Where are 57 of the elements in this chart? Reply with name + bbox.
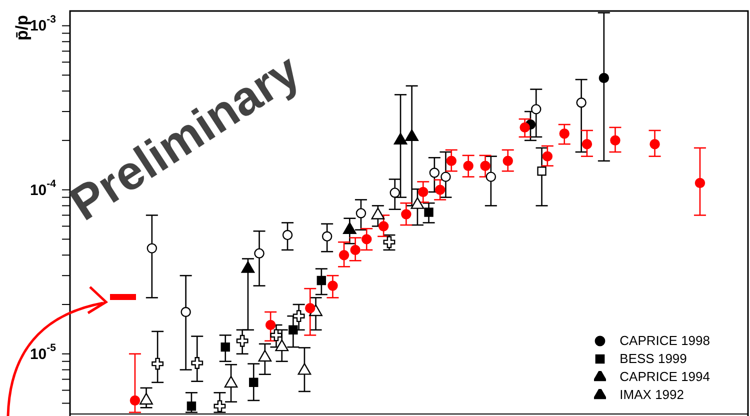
point [424,208,434,217]
point [650,138,660,150]
point [191,357,204,369]
y-axis-title: p̄/p [12,15,32,40]
point [610,135,620,146]
point [180,306,191,318]
point [463,160,474,171]
point [598,72,610,84]
point [582,138,592,150]
point [214,400,226,412]
point [328,280,338,291]
point [288,325,298,334]
point [265,320,276,330]
point [152,358,164,370]
legend-label: BESS 1999 [620,351,687,366]
point [502,156,513,166]
point [434,184,446,195]
point [440,172,451,182]
point [338,250,350,260]
point [480,160,490,171]
point [249,378,258,387]
y-tick-label: 10$^{-4}$ [30,178,56,198]
point [559,128,570,139]
y-tick-label: 10$^{-3}$ [30,14,56,34]
point [531,104,542,114]
point [270,329,282,342]
point [282,230,293,240]
point [220,342,230,352]
point [292,310,305,322]
y-tick-label: 10$^{-5}$ [30,342,56,362]
point [694,178,706,188]
point [322,231,332,242]
point [537,166,546,176]
point [362,234,372,244]
legend-label: IMAX 1992 [620,387,684,402]
point [305,303,316,314]
point [390,188,400,198]
point [236,334,248,347]
point [486,172,496,182]
legend-label: CAPRICE 1994 [620,369,710,384]
point [446,156,456,166]
point [146,243,158,254]
point [429,168,440,178]
point [186,402,196,411]
point [418,186,428,198]
point [378,221,389,232]
point [383,236,396,248]
point [542,151,553,162]
point [356,208,366,218]
point [350,244,360,256]
point [316,276,326,286]
point [130,395,140,406]
point [401,209,412,220]
point [576,98,586,108]
point [254,248,264,258]
legend-label: CAPRICE 1998 [620,333,710,348]
point [520,122,530,133]
